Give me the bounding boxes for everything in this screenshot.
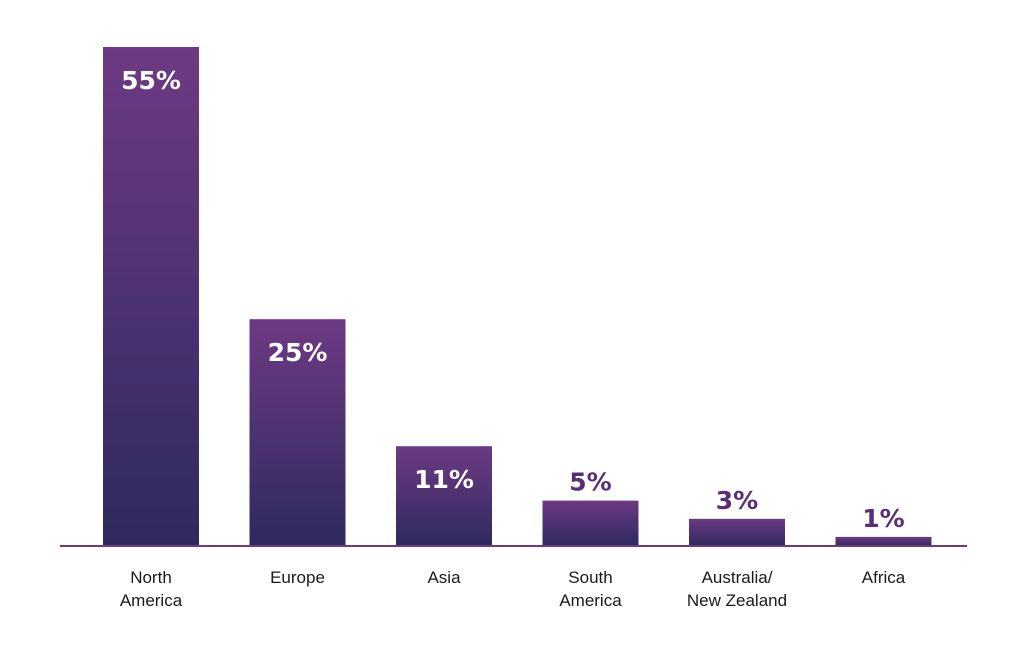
category-label-3-line-0: South bbox=[568, 568, 612, 587]
bar-4 bbox=[689, 518, 785, 546]
bar-1 bbox=[249, 319, 346, 546]
category-label-4: Australia/New Zealand bbox=[687, 568, 787, 610]
category-label-4-line-0: Australia/ bbox=[702, 568, 773, 587]
category-label-0-line-1: America bbox=[120, 591, 183, 610]
bar-0 bbox=[103, 47, 199, 546]
value-label-2: 11% bbox=[414, 465, 474, 494]
category-labels-group: North America Europe Asia South America Austra… bbox=[120, 568, 906, 610]
value-label-5: 1% bbox=[862, 504, 904, 533]
category-label-1: Europe bbox=[270, 568, 325, 587]
category-label-1-line-0: Europe bbox=[270, 568, 325, 587]
bar-3 bbox=[542, 500, 639, 546]
value-labels-group: 55% 25% 11% 5% 3% 1% bbox=[121, 66, 905, 533]
bar-2 bbox=[396, 446, 492, 546]
bar-5 bbox=[835, 536, 932, 546]
category-label-5: Africa bbox=[862, 568, 906, 587]
category-label-2: Asia bbox=[427, 568, 461, 587]
category-label-4-line-1: New Zealand bbox=[687, 591, 787, 610]
value-label-3: 5% bbox=[569, 468, 611, 497]
category-label-2-line-0: Asia bbox=[427, 568, 461, 587]
value-label-1: 25% bbox=[268, 338, 328, 367]
category-label-3: South America bbox=[559, 568, 622, 610]
bars-group bbox=[103, 47, 932, 546]
category-label-0: North America bbox=[120, 568, 183, 610]
category-label-5-line-0: Africa bbox=[862, 568, 906, 587]
value-label-0: 55% bbox=[121, 66, 181, 95]
value-label-4: 3% bbox=[716, 486, 758, 515]
category-label-3-line-1: America bbox=[559, 591, 622, 610]
category-label-0-line-0: North bbox=[130, 568, 172, 587]
